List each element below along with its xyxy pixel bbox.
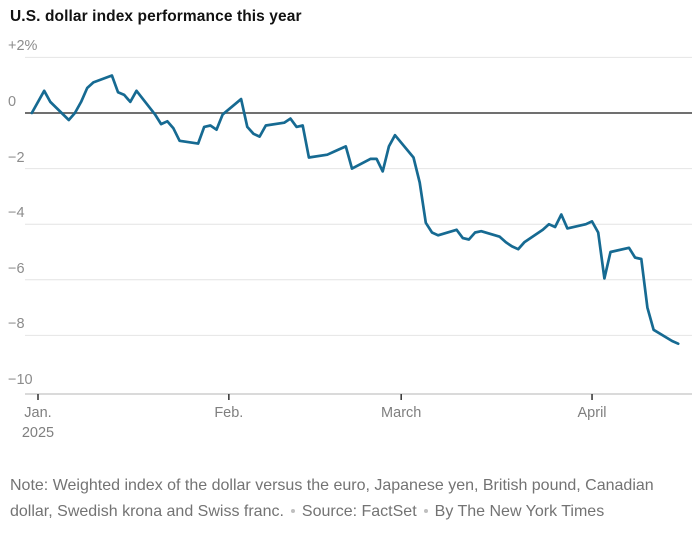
x-axis-label: March — [381, 405, 422, 421]
y-axis-label: −4 — [8, 205, 25, 222]
note-text: Note: Weighted index of the dollar versu… — [10, 477, 654, 520]
chart-footnote: Note: Weighted index of the dollar versu… — [10, 473, 670, 525]
y-axis-label: −2 — [8, 149, 25, 166]
x-axis-label: Feb. — [214, 405, 244, 421]
byline-text: By The New York Times — [434, 503, 605, 520]
y-axis-label: 0 — [8, 94, 17, 110]
y-axis-label: −6 — [8, 260, 25, 277]
line-chart-svg — [25, 56, 692, 400]
trend-line — [30, 74, 680, 346]
page-title: U.S. dollar index performance this year — [10, 8, 302, 25]
y-axis-label: −10 — [8, 372, 33, 388]
dot-separator-icon — [423, 509, 428, 513]
y-axis-label: −8 — [8, 316, 25, 333]
y-axis-label: +2% — [8, 38, 38, 55]
dot-separator-icon — [290, 509, 295, 513]
x-axis-label: April — [577, 405, 607, 421]
chart-plot-area: +2% 0 −2 −4 −6 −8 −10 Jan. 2025 Feb. March April — [0, 38, 692, 444]
x-axis-sublabel: 2025 — [21, 425, 55, 441]
x-axis-label: Jan. 2025 — [0, 403, 80, 444]
source-text: Source: FactSet — [301, 503, 417, 520]
